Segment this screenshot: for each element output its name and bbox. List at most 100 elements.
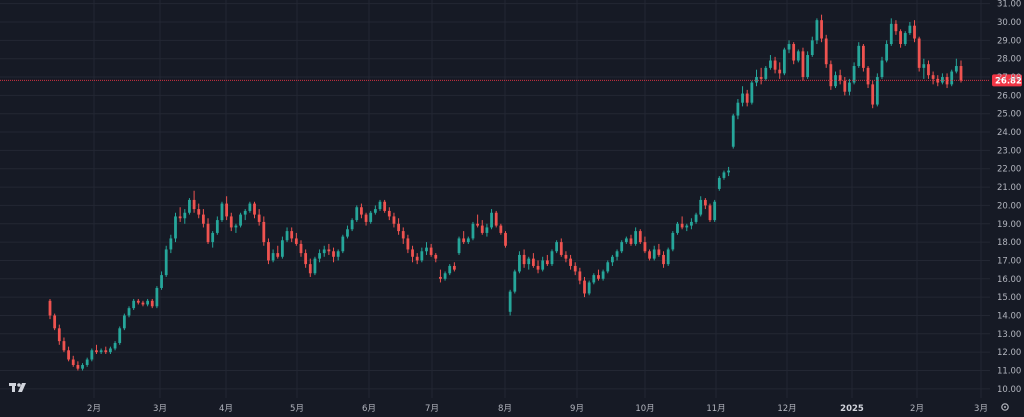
candle[interactable] bbox=[778, 62, 782, 79]
candle[interactable] bbox=[336, 249, 340, 261]
candle[interactable] bbox=[90, 348, 94, 362]
candle[interactable] bbox=[164, 245, 168, 277]
candle[interactable] bbox=[369, 210, 373, 224]
candle[interactable] bbox=[773, 56, 777, 74]
candle[interactable] bbox=[341, 234, 345, 254]
candle[interactable] bbox=[109, 346, 112, 354]
candle[interactable] bbox=[434, 253, 438, 263]
candle[interactable] bbox=[866, 66, 870, 89]
candle[interactable] bbox=[406, 234, 410, 254]
candle[interactable] bbox=[397, 218, 400, 235]
candle[interactable] bbox=[257, 209, 261, 226]
candle[interactable] bbox=[834, 71, 837, 89]
candle[interactable] bbox=[936, 75, 940, 87]
candle[interactable] bbox=[104, 346, 108, 354]
candle[interactable] bbox=[378, 199, 382, 211]
candle[interactable] bbox=[239, 212, 242, 228]
candle[interactable] bbox=[522, 249, 526, 268]
candle[interactable] bbox=[71, 355, 75, 367]
candle[interactable] bbox=[141, 300, 145, 307]
candle[interactable] bbox=[745, 89, 749, 107]
candle[interactable] bbox=[885, 40, 889, 63]
candle[interactable] bbox=[820, 14, 823, 43]
candle[interactable] bbox=[304, 249, 308, 268]
candle[interactable] bbox=[671, 231, 675, 252]
candle[interactable] bbox=[927, 60, 930, 79]
candle[interactable] bbox=[118, 326, 122, 345]
candle[interactable] bbox=[220, 201, 224, 222]
candle[interactable] bbox=[415, 253, 419, 265]
candle[interactable] bbox=[662, 251, 665, 268]
candle[interactable] bbox=[452, 262, 456, 272]
candle[interactable] bbox=[708, 203, 712, 222]
candle[interactable] bbox=[206, 218, 210, 244]
candle[interactable] bbox=[318, 249, 321, 263]
candle[interactable] bbox=[192, 190, 196, 213]
candle[interactable] bbox=[531, 253, 535, 268]
candle[interactable] bbox=[666, 247, 670, 266]
candle[interactable] bbox=[494, 210, 498, 228]
candle[interactable] bbox=[629, 234, 633, 246]
candle[interactable] bbox=[201, 209, 205, 228]
candle[interactable] bbox=[267, 238, 270, 265]
candle[interactable] bbox=[643, 236, 647, 254]
candle[interactable] bbox=[801, 47, 805, 81]
candle[interactable] bbox=[271, 249, 275, 263]
candle[interactable] bbox=[624, 236, 628, 244]
candle[interactable] bbox=[146, 298, 150, 307]
candle[interactable] bbox=[945, 73, 949, 89]
candle[interactable] bbox=[518, 251, 521, 274]
candle[interactable] bbox=[880, 56, 884, 79]
candle[interactable] bbox=[597, 269, 600, 281]
candle[interactable] bbox=[606, 260, 610, 274]
candle[interactable] bbox=[360, 203, 363, 219]
candle[interactable] bbox=[308, 258, 312, 277]
candle[interactable] bbox=[941, 73, 944, 85]
candle[interactable] bbox=[871, 80, 875, 109]
candle[interactable] bbox=[889, 18, 893, 46]
candle[interactable] bbox=[401, 227, 405, 244]
candle[interactable] bbox=[462, 231, 466, 244]
candle[interactable] bbox=[76, 361, 80, 371]
candle[interactable] bbox=[857, 42, 861, 68]
candle[interactable] bbox=[299, 240, 303, 257]
candle[interactable] bbox=[48, 298, 52, 320]
candle[interactable] bbox=[490, 209, 493, 230]
y-axis[interactable]: 10.00 11.00 12.00 13.00 14.00 15.00 16.00 17.00… bbox=[997, 0, 1021, 395]
candle[interactable] bbox=[759, 67, 763, 85]
candle[interactable] bbox=[183, 209, 187, 224]
candle[interactable] bbox=[136, 298, 140, 305]
candle[interactable] bbox=[611, 254, 614, 266]
candle[interactable] bbox=[150, 298, 154, 309]
candle[interactable] bbox=[620, 240, 624, 254]
candle[interactable] bbox=[457, 236, 461, 255]
candle[interactable] bbox=[615, 249, 619, 261]
candle[interactable] bbox=[81, 363, 84, 371]
candle[interactable] bbox=[188, 198, 191, 215]
candle[interactable] bbox=[383, 199, 387, 213]
tradingview-logo-icon[interactable] bbox=[9, 383, 26, 392]
candle[interactable] bbox=[908, 22, 912, 35]
candle[interactable] bbox=[703, 198, 707, 210]
candle[interactable] bbox=[861, 44, 865, 72]
candle[interactable] bbox=[676, 221, 679, 235]
candle[interactable] bbox=[322, 245, 326, 257]
candle[interactable] bbox=[229, 212, 233, 232]
candle[interactable] bbox=[792, 42, 796, 65]
candle[interactable] bbox=[559, 238, 563, 257]
candle[interactable] bbox=[57, 324, 61, 345]
candle[interactable] bbox=[755, 69, 758, 87]
candle[interactable] bbox=[67, 346, 70, 362]
candle[interactable] bbox=[564, 251, 568, 263]
x-axis[interactable]: 2月 3月 4月 5月 6月 7月 8月 9月 10月 11月 12月 2025 2月 3月 bbox=[87, 404, 988, 414]
candle[interactable] bbox=[555, 240, 559, 254]
candle[interactable] bbox=[281, 236, 284, 259]
candle[interactable] bbox=[373, 205, 377, 215]
candle[interactable] bbox=[657, 243, 661, 257]
candle[interactable] bbox=[722, 170, 726, 180]
candle[interactable] bbox=[439, 269, 442, 283]
candle[interactable] bbox=[601, 269, 605, 281]
candle[interactable] bbox=[480, 220, 484, 235]
candle[interactable] bbox=[420, 247, 424, 263]
